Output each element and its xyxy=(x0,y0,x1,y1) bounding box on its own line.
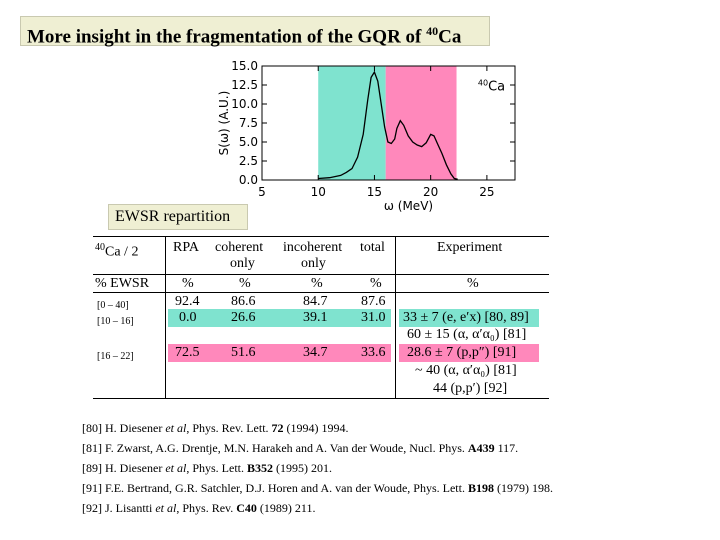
reference-item: [89] H. Diesener et al, Phys. Lett. B352… xyxy=(82,461,332,475)
units-separator xyxy=(93,292,549,293)
strength-curve xyxy=(318,70,458,180)
units-coherent: % xyxy=(239,276,251,291)
ewsr-table: 40Ca / 2 RPA coherent only incoherent on… xyxy=(93,236,549,400)
table-row-range: [0 – 40] xyxy=(97,300,129,311)
y-tick-label: 0.0 xyxy=(239,173,258,187)
units-experiment: % xyxy=(467,276,479,291)
table-bottom-border xyxy=(93,398,549,399)
header-experiment: Experiment xyxy=(437,240,503,255)
header-separator xyxy=(93,274,549,275)
units-rpa: % xyxy=(182,276,194,291)
column-divider-1 xyxy=(165,236,166,398)
experiment-entry-2: 60 ± 15 (α, α′α₀) [81] xyxy=(407,327,527,342)
title-superscript: 40 xyxy=(426,24,439,38)
column-divider-2 xyxy=(395,236,396,398)
table-cell-rpa: 72.5 xyxy=(175,345,200,360)
experiment-highlight-cyan xyxy=(399,309,539,327)
table-top-border xyxy=(93,236,549,237)
nucleus-annotation: 40Ca xyxy=(478,78,505,94)
experiment-entry-5: 44 (p,p′) [92] xyxy=(433,381,508,396)
units-label: % EWSR xyxy=(95,276,150,291)
table-cell-coherent: 51.6 xyxy=(231,345,256,360)
experiment-entry-1: 33 ± 7 (e, e′x) [80, 89] xyxy=(403,310,529,325)
title-text: More insight in the fragmentation of the… xyxy=(27,26,427,48)
x-tick-label: 5 xyxy=(258,185,266,199)
row-highlight-16-22-left xyxy=(168,344,391,362)
y-tick-label: 7.5 xyxy=(239,116,258,130)
table-cell-rpa: 92.4 xyxy=(175,294,200,309)
strength-chart: 5 10 15 20 25 0.0 2.5 5.0 7.5 10.0 12.5 15.0 40Ca ω… xyxy=(217,59,516,213)
table-cell-total: 31.0 xyxy=(361,310,386,325)
x-tick-label: 20 xyxy=(423,185,438,199)
y-axis-label: S(ω) (A.U.) xyxy=(217,91,231,156)
x-tick-label: 15 xyxy=(367,185,382,199)
experiment-entry-3: 28.6 ± 7 (p,p″) [91] xyxy=(407,345,517,360)
table-row-range: [16 – 22] xyxy=(97,351,134,362)
header-coherent-only: only xyxy=(230,256,255,271)
table-cell-incoherent: 39.1 xyxy=(303,310,328,325)
y-tick-label: 2.5 xyxy=(239,154,258,168)
experiment-highlight-pink xyxy=(399,344,539,362)
page-title: More insight in the fragmentation of the… xyxy=(20,16,490,48)
y-tick-label: 12.5 xyxy=(231,78,258,92)
reference-item: [81] F. Zwarst, A.G. Drentje, M.N. Harak… xyxy=(82,441,519,455)
y-tick-label: 15.0 xyxy=(231,59,258,73)
table-cell-incoherent: 84.7 xyxy=(303,294,328,309)
header-total: total xyxy=(360,240,385,255)
ewsr-repartition-label: EWSR repartition xyxy=(108,204,248,230)
title-suffix: Ca xyxy=(438,26,462,48)
header-nucleus: 40Ca / 2 xyxy=(95,242,139,260)
x-axis-label: ω (MeV) xyxy=(384,199,433,213)
x-tick-label: 10 xyxy=(311,185,326,199)
table-cell-incoherent: 34.7 xyxy=(303,345,328,360)
header-incoherent: incoherent xyxy=(283,240,343,255)
units-total: % xyxy=(370,276,382,291)
header-incoherent-only: only xyxy=(301,256,326,271)
units-incoherent: % xyxy=(311,276,323,291)
shaded-region-1 xyxy=(318,66,386,180)
table-cell-total: 33.6 xyxy=(361,345,386,360)
experiment-entry-4: ~ 40 (α, α′α₀) [81] xyxy=(415,363,517,378)
table-row-range: [10 – 16] xyxy=(97,316,134,327)
y-tick-label: 10.0 xyxy=(231,97,258,111)
x-tick-label: 25 xyxy=(479,185,494,199)
row-highlight-10-16 xyxy=(168,309,391,327)
reference-item: [80] H. Diesener et al, Phys. Rev. Lett.… xyxy=(82,421,349,435)
reference-item: [92] J. Lisantti et al, Phys. Rev. C40 (… xyxy=(82,501,316,515)
header-rpa: RPA xyxy=(173,240,199,255)
reference-list: [80] H. Diesener et al, Phys. Rev. Lett.… xyxy=(82,418,702,518)
table-cell-coherent: 26.6 xyxy=(231,310,256,325)
header-coherent: coherent xyxy=(215,240,264,255)
table-cell-total: 87.6 xyxy=(361,294,386,309)
y-tick-label: 5.0 xyxy=(239,135,258,149)
table-cell-rpa: 0.0 xyxy=(179,310,197,325)
table-cell-coherent: 86.6 xyxy=(231,294,256,309)
reference-item: [91] F.E. Bertrand, G.R. Satchler, D.J. … xyxy=(82,481,553,495)
